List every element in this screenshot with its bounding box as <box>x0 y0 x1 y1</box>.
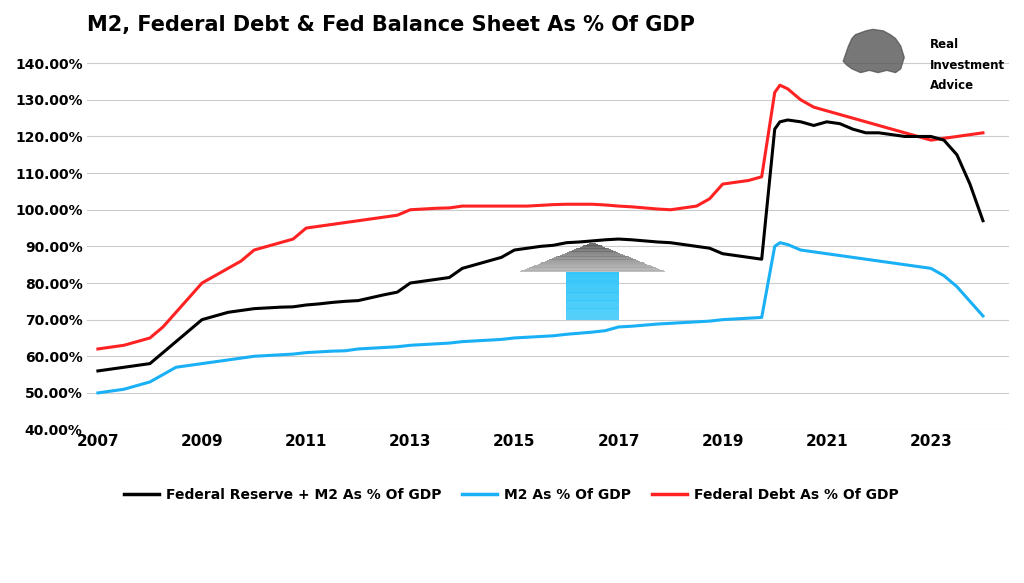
Text: Real: Real <box>930 38 959 51</box>
Bar <box>566 273 618 275</box>
Bar <box>527 268 658 269</box>
Bar <box>566 291 618 293</box>
Bar <box>560 255 626 256</box>
Bar <box>540 263 645 264</box>
Bar <box>566 272 618 319</box>
Bar <box>566 304 618 305</box>
Text: Advice: Advice <box>930 79 975 92</box>
Bar <box>566 300 618 302</box>
Bar <box>566 280 618 282</box>
Bar <box>566 275 618 277</box>
Bar <box>566 278 618 280</box>
Bar <box>547 260 638 261</box>
Bar <box>566 296 618 297</box>
Bar <box>566 285 618 286</box>
Bar <box>568 251 616 252</box>
Bar <box>591 243 594 244</box>
Bar <box>566 302 618 304</box>
Bar <box>566 293 618 294</box>
Bar <box>523 270 662 271</box>
Bar <box>535 265 651 266</box>
Bar <box>566 308 618 310</box>
Bar <box>552 258 633 259</box>
Bar <box>566 272 618 273</box>
Bar <box>566 315 618 317</box>
Bar <box>525 269 659 270</box>
Bar <box>566 318 618 319</box>
Bar <box>566 297 618 299</box>
Bar <box>566 294 618 296</box>
Bar <box>577 248 609 250</box>
Bar <box>566 282 618 283</box>
Legend: Federal Reserve + M2 As % Of GDP, M2 As % Of GDP, Federal Debt As % Of GDP: Federal Reserve + M2 As % Of GDP, M2 As … <box>119 482 904 507</box>
Bar <box>566 286 618 288</box>
Bar <box>584 245 602 247</box>
Bar <box>589 243 596 244</box>
Bar <box>580 247 605 248</box>
Bar <box>566 287 618 290</box>
Bar <box>566 317 618 318</box>
Bar <box>566 276 618 278</box>
Bar <box>567 252 618 253</box>
Bar <box>574 249 610 250</box>
Bar <box>566 305 618 307</box>
Bar <box>566 310 618 312</box>
Bar <box>566 299 618 301</box>
Bar <box>566 313 618 315</box>
Text: M2, Federal Debt & Fed Balance Sheet As % Of GDP: M2, Federal Debt & Fed Balance Sheet As … <box>87 15 695 35</box>
Bar <box>530 266 654 268</box>
Bar <box>549 259 636 260</box>
Bar <box>566 307 618 308</box>
Bar <box>565 253 620 254</box>
Bar <box>582 246 603 247</box>
Bar <box>542 262 643 264</box>
Bar <box>561 254 624 255</box>
Bar <box>572 250 612 251</box>
Bar <box>545 261 640 262</box>
Bar <box>566 283 618 285</box>
Text: Investment: Investment <box>930 58 1006 72</box>
Bar <box>587 244 598 245</box>
Bar <box>532 266 652 267</box>
Bar <box>554 257 631 258</box>
Bar <box>519 271 666 272</box>
Bar <box>558 256 627 257</box>
Bar <box>566 289 618 291</box>
Bar <box>538 264 647 265</box>
Polygon shape <box>843 29 904 73</box>
Bar <box>566 311 618 313</box>
